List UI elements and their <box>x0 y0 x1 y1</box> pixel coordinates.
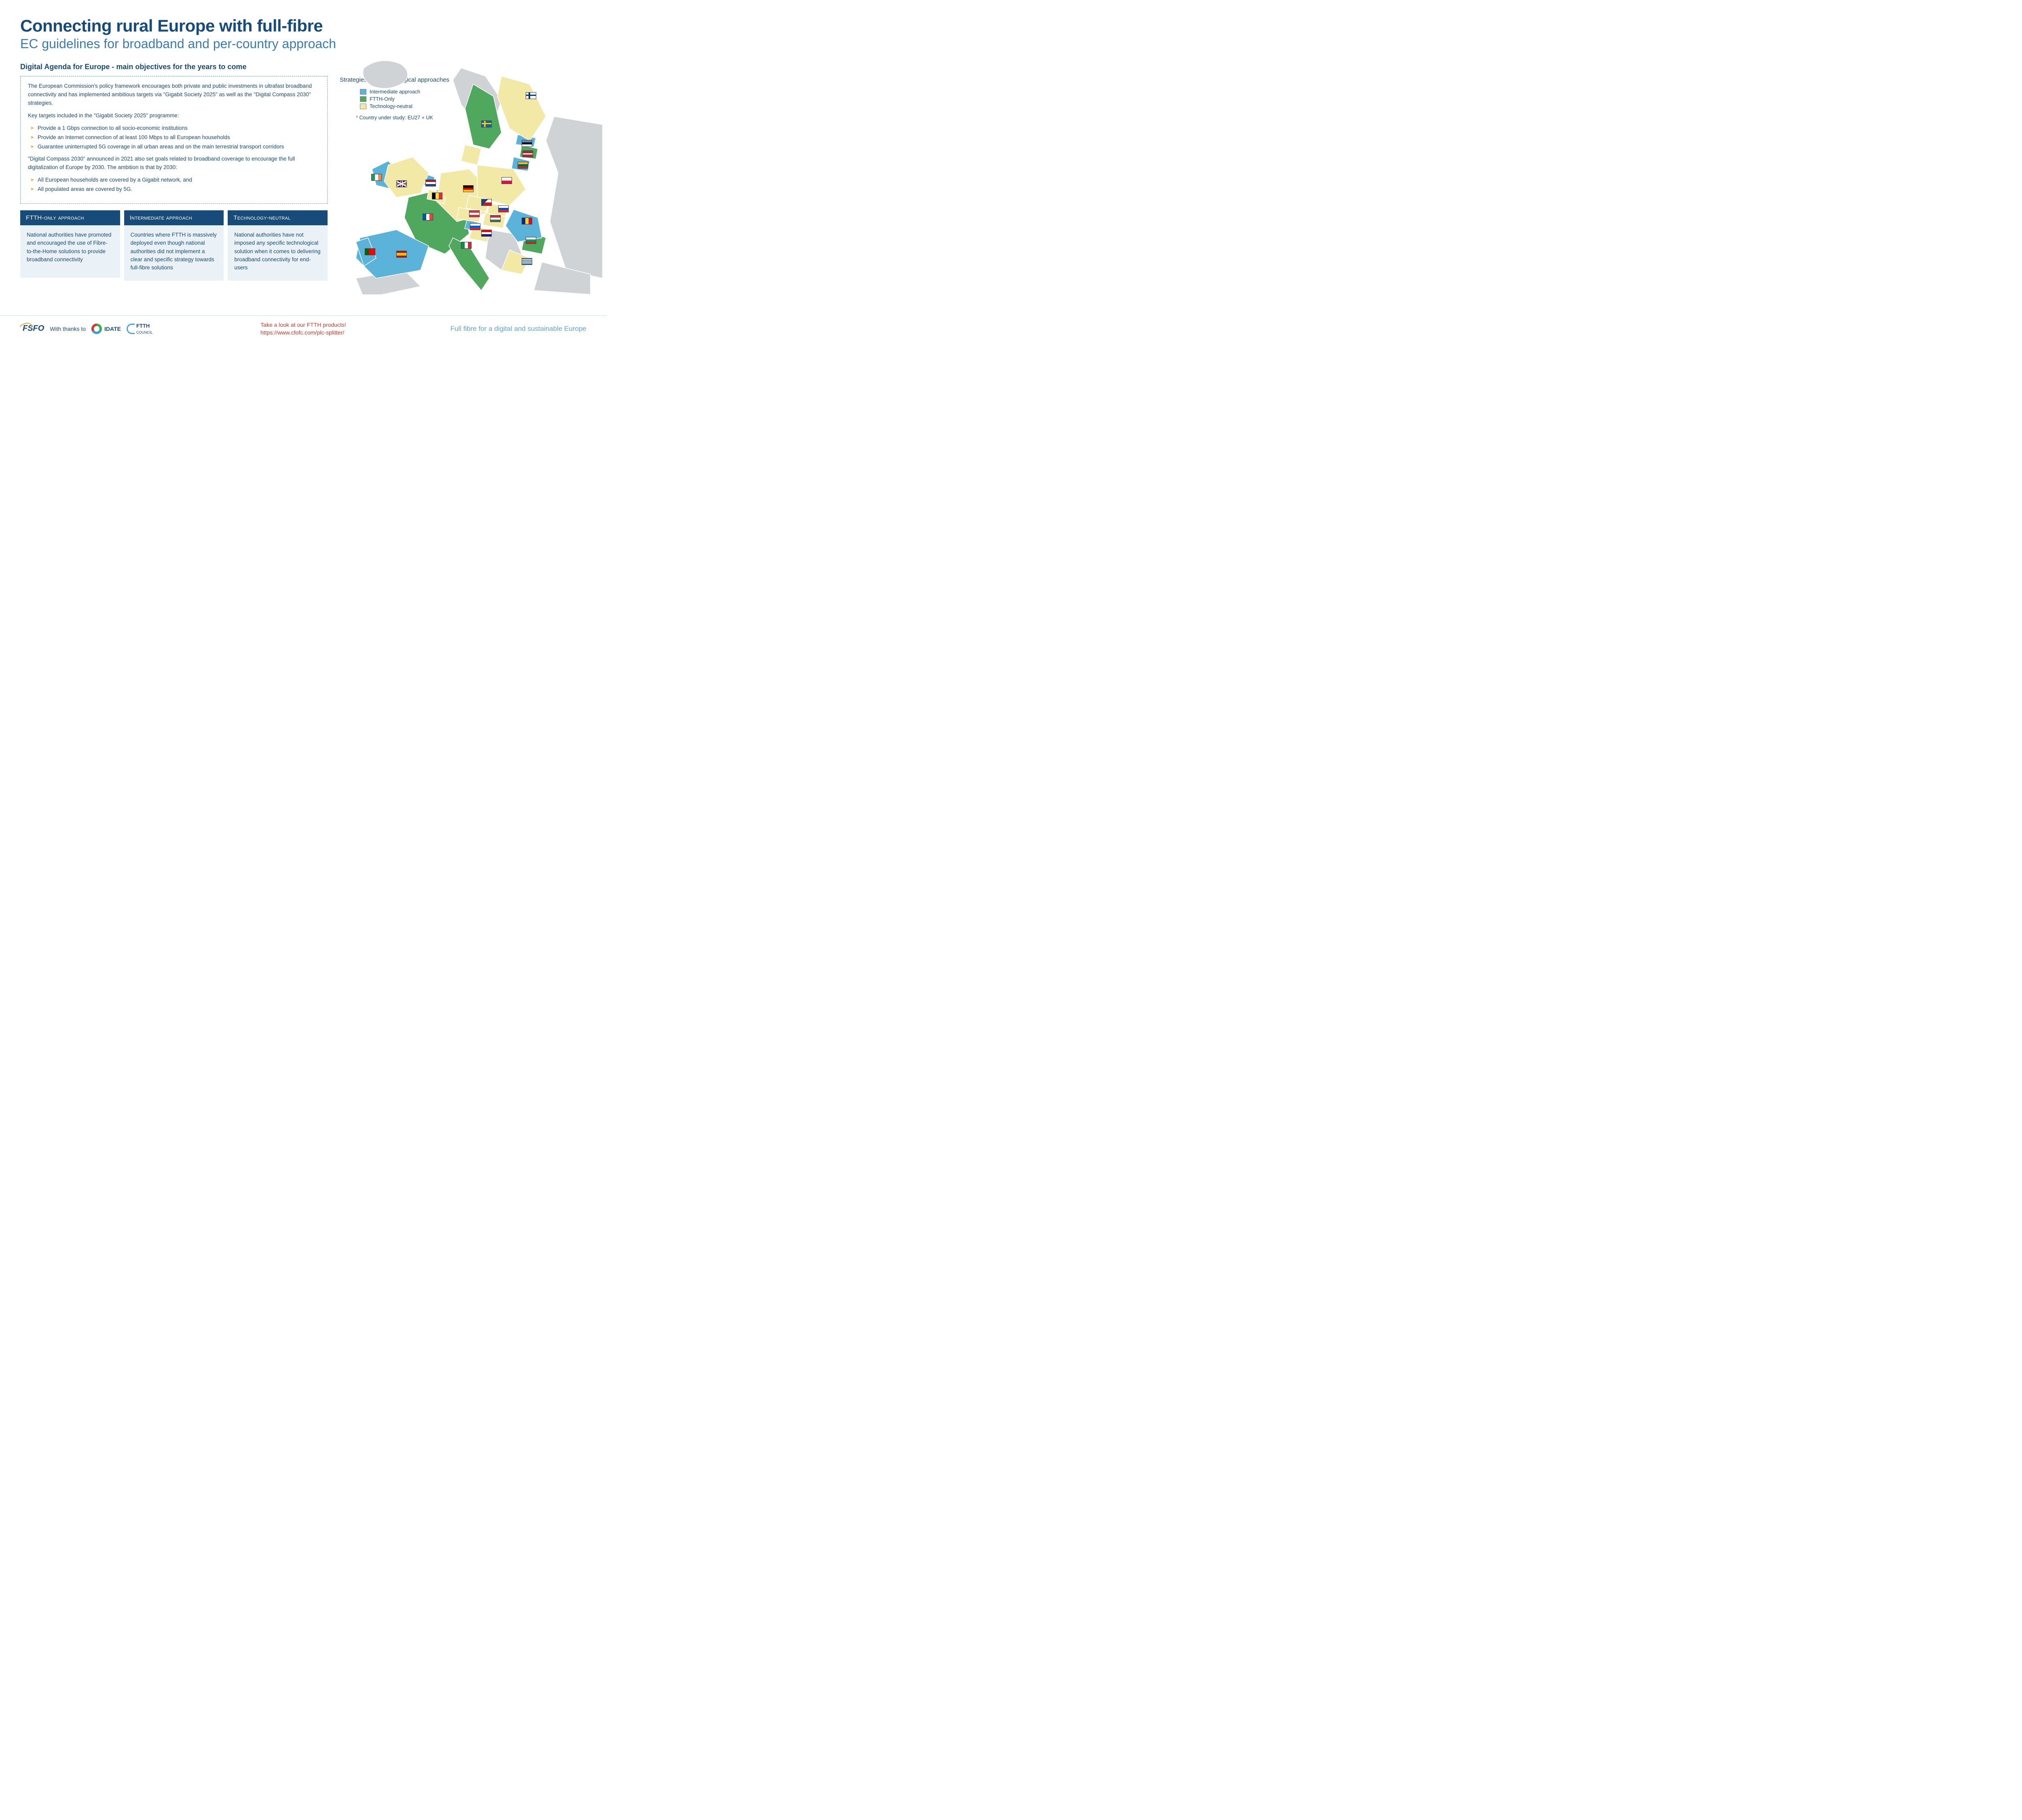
thanks-label: With thanks to <box>50 326 86 332</box>
tagline: Full fibre for a digital and sustainable… <box>451 325 586 333</box>
targets-heading: Key targets included in the "Gigabit Soc… <box>28 112 320 120</box>
flag-romania <box>522 218 532 224</box>
approach-title: FTTH-only approach <box>20 210 120 225</box>
flag-hungary <box>490 215 501 222</box>
flag-uk <box>396 180 407 187</box>
flag-slovenia <box>470 223 480 230</box>
flag-czech <box>481 199 492 206</box>
approach-body: National authorities have promoted and e… <box>20 225 120 278</box>
approach-card: Intermediate approachCountries where FTT… <box>124 210 224 281</box>
approach-body: Countries where FTTH is massively deploy… <box>124 225 224 281</box>
promo-text: Take a look at our FTTH products! https:… <box>260 321 346 336</box>
page-title: Connecting rural Europe with full-fibre <box>20 16 586 36</box>
idate-ring-icon <box>91 324 102 334</box>
flag-estonia <box>522 140 532 147</box>
target-item: Guarantee uninterrupted 5G coverage in a… <box>28 143 320 151</box>
approach-card: FTTH-only approachNational authorities h… <box>20 210 120 281</box>
approach-title: Technology-neutral <box>228 210 328 225</box>
flag-netherlands <box>425 180 436 186</box>
compass-list: All European households are covered by a… <box>28 176 320 194</box>
compass-item: All European households are covered by a… <box>28 176 320 184</box>
intro-text: The European Commission's policy framewo… <box>28 82 320 108</box>
flag-croatia <box>481 230 492 237</box>
flag-belgium <box>432 193 442 199</box>
ftthc-arc-icon <box>127 324 135 334</box>
flag-poland <box>501 177 512 184</box>
flag-austria <box>469 210 480 217</box>
flag-bulgaria <box>526 237 536 244</box>
target-item: Provide a 1 Gbps connection to all socio… <box>28 124 320 133</box>
approach-cards: FTTH-only approachNational authorities h… <box>20 210 328 281</box>
idate-logo: IDATE <box>91 324 121 334</box>
flag-finland <box>526 92 536 99</box>
approach-card: Technology-neutralNational authorities h… <box>228 210 328 281</box>
flag-slovakia <box>498 205 509 212</box>
flag-lithuania <box>518 162 528 169</box>
flag-portugal <box>365 248 375 255</box>
targets-list: Provide a 1 Gbps connection to all socio… <box>28 124 320 151</box>
objectives-box: The European Commission's policy framewo… <box>20 76 328 204</box>
approach-title: Intermediate approach <box>124 210 224 225</box>
flag-france <box>423 214 433 220</box>
target-item: Provide an Internet connection of at lea… <box>28 133 320 142</box>
fsfo-logo: FSFO <box>20 324 44 333</box>
flag-germany <box>463 185 474 192</box>
approach-body: National authorities have not imposed an… <box>228 225 328 281</box>
ftth-council-logo: FTTHCOUNCIL <box>127 323 153 335</box>
compass-item: All populated areas are covered by 5G. <box>28 185 320 194</box>
europe-map <box>348 52 607 294</box>
flag-spain <box>396 251 407 258</box>
compass-intro: "Digital Compass 2030" announced in 2021… <box>28 155 320 172</box>
page-subtitle: EC guidelines for broadband and per-coun… <box>20 36 586 51</box>
flag-latvia <box>522 150 533 157</box>
flag-sweden <box>481 121 492 127</box>
flag-greece <box>522 258 532 265</box>
flag-ireland <box>371 174 382 181</box>
flag-italy <box>461 242 472 249</box>
footer: FSFO With thanks to IDATE FTTHCOUNCIL Ta… <box>0 315 607 341</box>
